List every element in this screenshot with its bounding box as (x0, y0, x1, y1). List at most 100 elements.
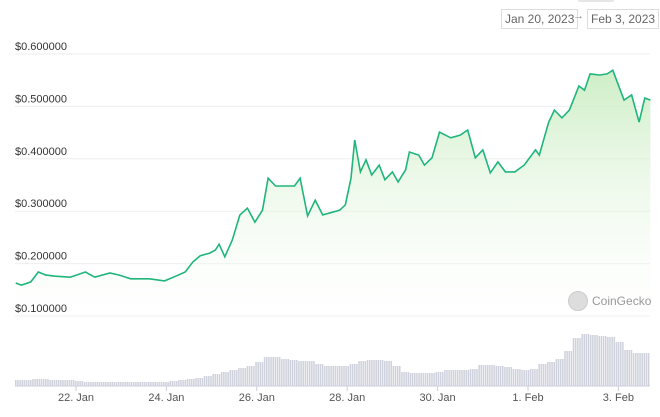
volume-bar (184, 380, 187, 386)
volume-bar (341, 366, 343, 386)
volume-bar (624, 350, 626, 386)
volume-bar (611, 337, 613, 386)
volume-bar (407, 372, 410, 386)
volume-bar (291, 360, 294, 386)
volume-bar (139, 382, 141, 386)
volume-bar (390, 361, 392, 386)
volume-bar (373, 360, 375, 386)
volume-bar (336, 366, 339, 386)
volume-bar (448, 370, 450, 386)
volume-bar (263, 357, 266, 386)
volume-bar (261, 362, 264, 386)
volume-bar (594, 335, 596, 386)
volume-bar (471, 369, 474, 386)
volume-bar (532, 369, 534, 386)
volume-bar (62, 380, 64, 386)
volume-bar (461, 370, 463, 386)
volume-bar (394, 366, 397, 386)
volume-bar (270, 357, 272, 386)
volume-bar (405, 372, 407, 386)
volume-bar (435, 372, 438, 386)
volume-bar (218, 374, 221, 386)
volume-bar (632, 353, 635, 386)
volume-bar (238, 368, 240, 386)
volume-bar (439, 372, 442, 386)
volume-bar (130, 382, 133, 386)
volume-bar (583, 334, 586, 386)
volume-bar (570, 351, 573, 386)
volume-bar (255, 362, 257, 386)
volume-bar (514, 369, 517, 386)
volume-bar (283, 359, 285, 386)
volume-bar (212, 374, 214, 386)
volume-bar (444, 370, 446, 386)
volume-bar (79, 381, 81, 386)
volume-bar (622, 342, 624, 386)
range-selector-button[interactable] (578, 0, 614, 2)
date-from-input[interactable]: Jan 20, 2023 (501, 9, 579, 29)
volume-bar (647, 353, 650, 386)
volume-bar (281, 359, 283, 386)
volume-bar (607, 337, 609, 386)
volume-bar (414, 373, 416, 386)
volume-bar (553, 362, 556, 386)
volume-bar (399, 366, 401, 386)
volume-bar (66, 380, 69, 386)
volume-bar (619, 342, 622, 386)
volume-bar (150, 382, 152, 386)
volume-bar (358, 361, 360, 386)
volume-bar (495, 366, 498, 386)
coingecko-watermark: CoinGecko (568, 291, 651, 311)
volume-bar (122, 382, 124, 386)
volume-bar (446, 370, 448, 386)
volume-bar (613, 337, 616, 386)
volume-bar (529, 369, 532, 386)
volume-bar (19, 380, 21, 386)
volume-bar (577, 338, 579, 386)
volume-bar (581, 334, 583, 386)
volume-bar (137, 382, 139, 386)
volume-bar (77, 381, 79, 386)
volume-bar (523, 370, 525, 386)
volume-bar (57, 380, 60, 386)
volume-bar (72, 380, 75, 386)
volume-bar (171, 381, 174, 386)
x-tick-label: 1. Feb (512, 392, 543, 404)
volume-bar (182, 380, 184, 386)
volume-bar (231, 370, 234, 386)
volume-bar (90, 382, 92, 386)
volume-bar (386, 361, 388, 386)
volume-bar (459, 370, 461, 386)
volume-bar (403, 372, 405, 386)
volume-bar (330, 366, 332, 386)
volume-bar (92, 382, 94, 386)
volume-bar (437, 372, 440, 386)
volume-bar (334, 366, 337, 386)
volume-bar (381, 360, 384, 386)
volume-bar (351, 364, 354, 386)
volume-bar (109, 382, 111, 386)
volume-bar (193, 379, 195, 386)
x-tick-label: 22. Jan (58, 392, 94, 404)
volume-bar (579, 338, 581, 386)
volume-bar (368, 360, 371, 386)
volume-bar (484, 365, 487, 386)
volume-bar (328, 366, 330, 386)
volume-bar (559, 359, 562, 386)
x-tick-label: 28. Jan (329, 392, 365, 404)
volume-bar (401, 372, 403, 386)
volume-bar (510, 367, 513, 386)
volume-bar (235, 370, 238, 386)
volume-bar (306, 361, 309, 386)
volume-bar (409, 373, 412, 386)
volume-bar (587, 334, 590, 386)
volume-bar (68, 380, 71, 386)
volume-bar (609, 337, 611, 386)
date-to-input[interactable]: Feb 3, 2023 (587, 9, 660, 29)
volume-bar (469, 369, 472, 386)
volume-bar (441, 372, 444, 386)
y-tick-label: $0.200000 (15, 251, 67, 263)
volume-bar (396, 366, 399, 386)
volume-bar (564, 351, 566, 386)
